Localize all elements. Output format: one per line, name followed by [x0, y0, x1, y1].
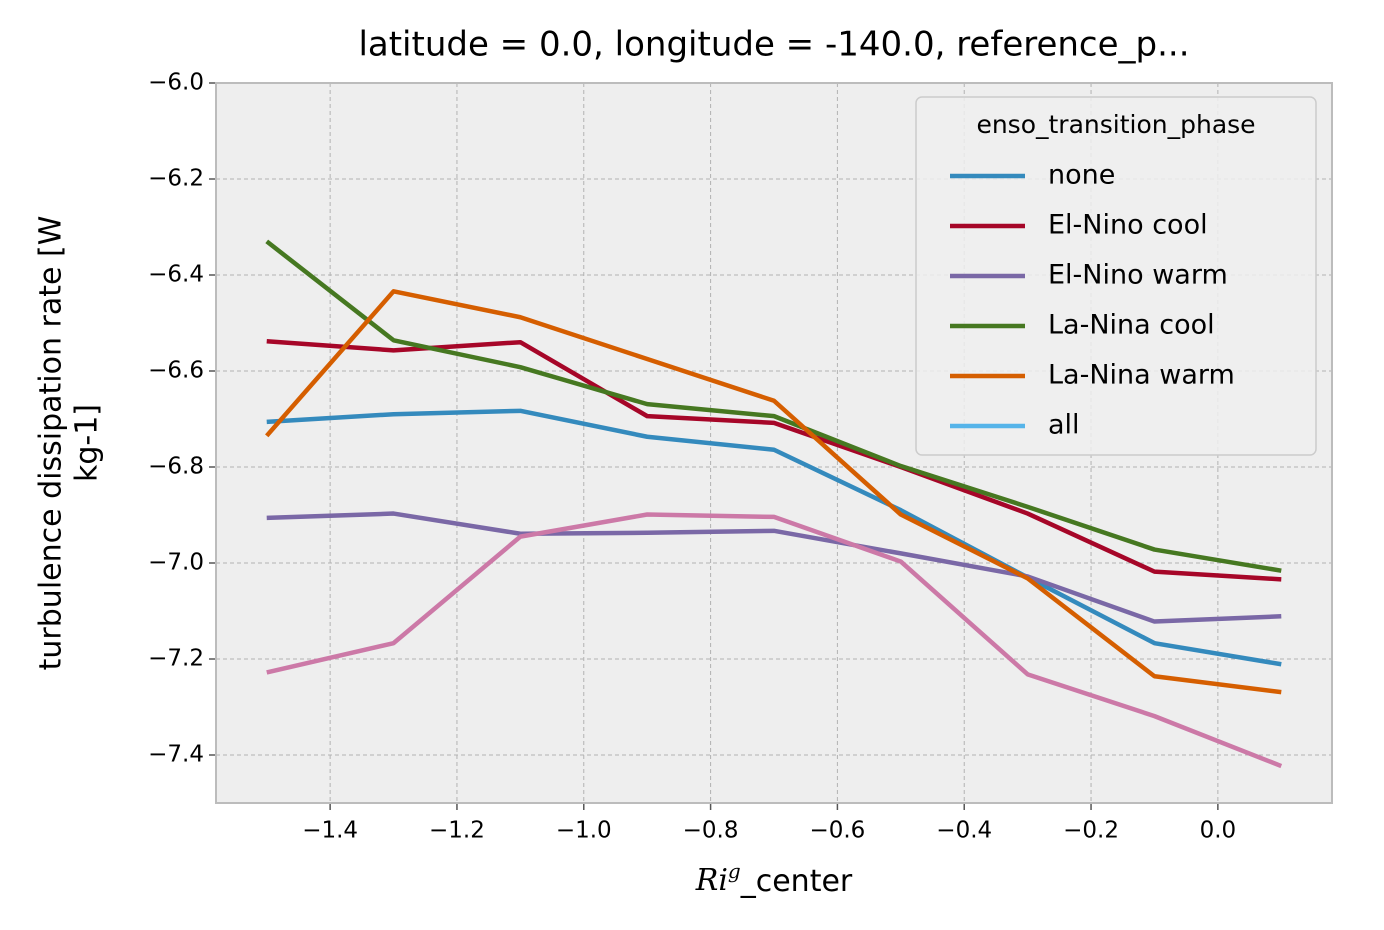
x-tick-label: −0.2 [1063, 818, 1119, 844]
series-line [265, 239, 1282, 573]
plot-frame [215, 82, 1333, 804]
y-tick-label: −6.2 [148, 166, 204, 192]
x-label-base: Ri [695, 863, 728, 898]
x-label-rest: _center [740, 864, 853, 899]
x-axis-label: Rig_center [695, 859, 853, 899]
y-tick-label: −7.2 [148, 646, 204, 672]
series-line [266, 512, 1283, 769]
chart-title: latitude = 0.0, longitude = -140.0, refe… [358, 25, 1189, 65]
series-line [266, 408, 1282, 667]
y-tick-label: −6.0 [148, 70, 204, 96]
series-line [266, 511, 1282, 624]
legend-label: La-Nina cool [1048, 310, 1215, 341]
x-label-sup: g [728, 859, 741, 883]
legend-label: El-Nino warm [1048, 260, 1228, 291]
y-tick-label: −6.4 [148, 262, 204, 288]
legend-box [915, 96, 1317, 456]
legend-label: La-Nina warm [1048, 360, 1235, 391]
y-tick-label: −6.6 [148, 358, 204, 384]
legend-label: none [1048, 160, 1115, 191]
x-tick-label: 0.0 [1200, 818, 1237, 844]
x-tick-label: −0.4 [936, 818, 992, 844]
y-tick-label: −6.8 [148, 454, 204, 480]
x-tick-label: −0.6 [809, 818, 865, 844]
legend-label: El-Nino cool [1048, 210, 1208, 241]
y-tick-label: −7.0 [148, 550, 204, 576]
series-line [265, 289, 1282, 695]
y-axis-label: turbulence dissipation rate [W kg-1] [34, 216, 105, 671]
legend-title: enso_transition_phase [976, 110, 1255, 139]
x-tick-label: −1.4 [302, 818, 358, 844]
y-label-line: turbulence dissipation rate [W [34, 216, 69, 671]
x-tick-label: −0.8 [683, 818, 739, 844]
legend-label: all [1048, 410, 1080, 441]
x-tick-label: −1.0 [556, 818, 612, 844]
y-tick-label: −7.4 [148, 742, 204, 768]
y-label-line: kg-1] [70, 404, 105, 482]
x-tick-label: −1.2 [429, 818, 485, 844]
